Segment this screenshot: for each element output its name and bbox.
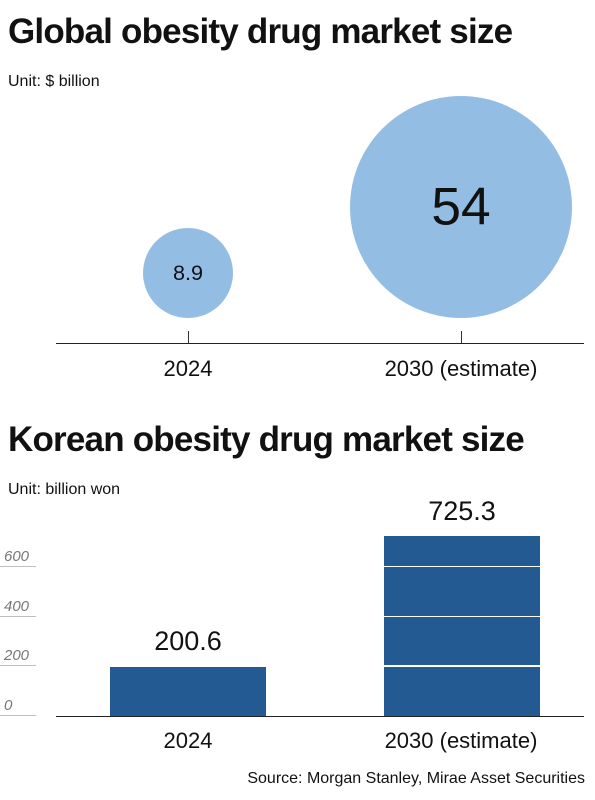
bubble-2024 (142, 227, 234, 318)
y-tick-label-400: 400 (4, 597, 30, 615)
y-tick-label-0: 0 (4, 697, 13, 714)
y-gridline-200 (0, 665, 36, 667)
korea-category-label-2030: 2030 (estimate) (384, 728, 538, 753)
korea-chart-unit: Unit: billion won (8, 481, 121, 498)
bar-gridline-400 (384, 615, 540, 617)
bubble-value-label-2024: 8.9 (172, 260, 204, 286)
bar-gridline-200 (384, 665, 540, 667)
bar-gridline-200 (110, 665, 266, 667)
global-x-tick-2030 (461, 331, 462, 343)
korea-y-axis: 0 200 400 600 (0, 0, 60, 800)
y-tick-label-600: 600 (4, 547, 30, 565)
global-x-axis (56, 343, 584, 344)
global-chart-unit: Unit: $ billion (8, 73, 100, 90)
source-note: Source: Morgan Stanley, Mirae Asset Secu… (247, 770, 585, 787)
bar-gridline-600 (384, 565, 540, 568)
bar-2024 (110, 665, 266, 716)
global-bubble-plot: 8.9 54 (142, 96, 572, 318)
bar-value-label-2030: 725.3 (428, 495, 496, 526)
korea-chart-title: Korean obesity drug market size (8, 420, 525, 459)
y-gridline-0 (0, 715, 36, 716)
y-tick-label-200: 200 (4, 647, 30, 665)
bubble-2030 (350, 96, 572, 318)
y-gridline-600 (0, 565, 36, 567)
global-chart-title: Global obesity drug market size (8, 12, 513, 51)
global-category-label-2024: 2024 (163, 356, 213, 381)
global-category-label-2030: 2030 (estimate) (384, 356, 538, 381)
global-x-tick-2024 (188, 331, 189, 343)
korea-category-label-2024: 2024 (163, 728, 213, 753)
bar-value-label-2024: 200.6 (154, 626, 222, 657)
bubble-value-label-2030: 54 (431, 177, 491, 237)
y-gridline-400 (0, 615, 36, 617)
bar-2030 (384, 535, 540, 716)
korea-x-axis (56, 716, 584, 717)
